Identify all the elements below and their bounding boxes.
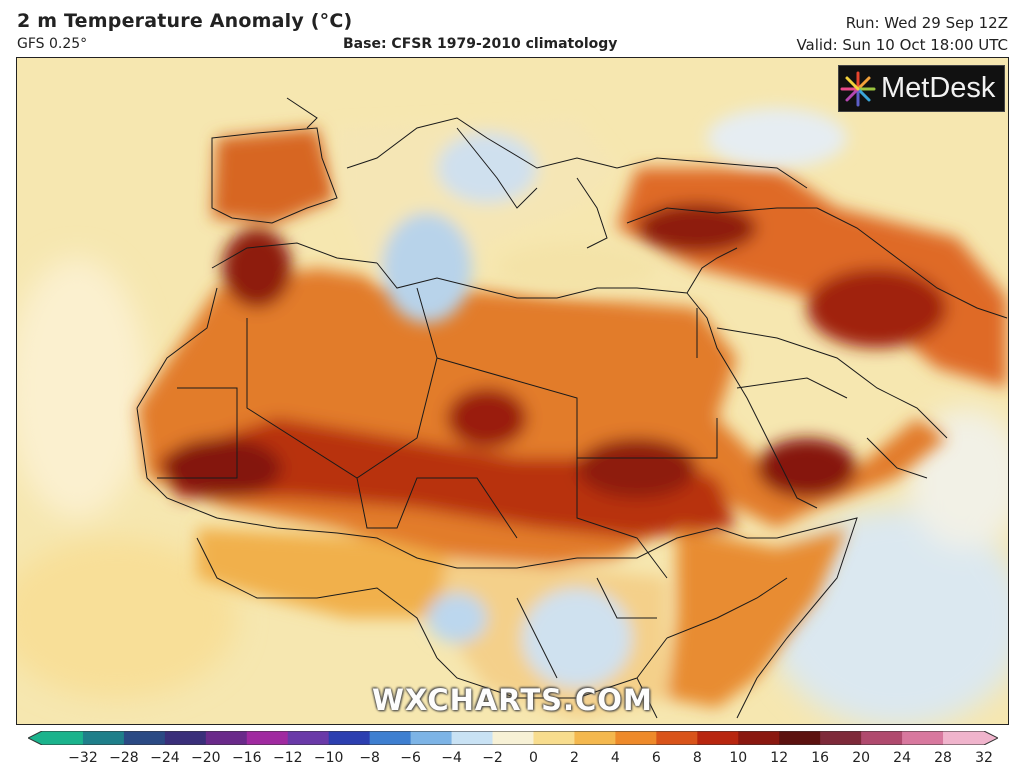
map-title: 2 m Temperature Anomaly (°C)	[17, 10, 353, 32]
colorbar-min-arrow	[28, 731, 42, 745]
map-graphic	[17, 58, 1008, 724]
colorbar-tick-label: 32	[975, 750, 993, 766]
colorbar-tick-label: −24	[150, 750, 180, 766]
colorbar-tick-label: 12	[770, 750, 789, 766]
colorbar-segment	[533, 731, 576, 745]
starburst-logo-icon	[840, 71, 876, 106]
colorbar-segment	[902, 731, 944, 745]
colorbar-segment	[42, 731, 84, 745]
country-borders	[136, 97, 1008, 719]
colorbar-segment	[451, 731, 494, 745]
colorbar-tick-label: 16	[811, 750, 830, 766]
colorbar-segment	[287, 731, 330, 745]
colorbar-tick-label: −2	[482, 750, 503, 766]
model-label: GFS 0.25°	[17, 36, 88, 52]
colorbar-max-arrow	[984, 731, 998, 745]
colorbar-segment	[574, 731, 616, 745]
colorbar-segment	[779, 731, 821, 745]
colorbar-segment	[205, 731, 248, 745]
colorbar-segment	[82, 731, 125, 745]
colorbar-tick-label: −8	[359, 750, 380, 766]
colorbar-segment	[697, 731, 739, 745]
valid-time-label: Valid: Sun 10 Oct 18:00 UTC	[796, 36, 1008, 54]
colorbar-segment	[328, 731, 371, 745]
colorbar-tick-label: −28	[109, 750, 139, 766]
colorbar-segment	[369, 731, 412, 745]
colorbar-tick-label: 4	[610, 750, 620, 766]
colorbar-segment	[123, 731, 166, 745]
colorbar-segment	[738, 731, 780, 745]
colorbar-tick-label: −16	[232, 750, 262, 766]
colorbar-tick-label: −20	[191, 750, 221, 766]
mediterranean-anomaly-field	[337, 108, 847, 323]
temperature-anomaly-map	[16, 57, 1009, 725]
colorbar-tick-label: 2	[569, 750, 579, 766]
colorbar-segment	[820, 731, 862, 745]
watermark: WXCHARTS.COM	[372, 683, 653, 717]
base-climatology-label: Base: CFSR 1979-2010 climatology	[343, 36, 618, 52]
colorbar-tick-label: 10	[729, 750, 748, 766]
color-scale-bar	[28, 731, 998, 745]
colorbar-tick-label: −32	[68, 750, 98, 766]
colorbar-tick-label: 8	[692, 750, 702, 766]
colorbar-tick-label: 20	[852, 750, 871, 766]
colorbar-tick-label: 28	[934, 750, 952, 766]
colorbar-tick-label: 6	[651, 750, 661, 766]
colorbar-tick-label: −12	[272, 750, 303, 766]
colorbar-segment	[492, 731, 535, 745]
colorbar-tick-label: −6	[400, 750, 421, 766]
colorbar-segment	[656, 731, 698, 745]
colorbar-tick-label: 0	[529, 750, 538, 766]
colorbar-segment	[615, 731, 657, 745]
colorbar-tick-label: −4	[441, 750, 462, 766]
colorbar-tick-label: −10	[313, 750, 344, 766]
logo-text: MetDesk	[881, 72, 996, 104]
colorbar-segment	[246, 731, 289, 745]
colorbar-segment	[410, 731, 453, 745]
colorbar-segment	[943, 731, 985, 745]
colorbar-tick-label: 24	[893, 750, 911, 766]
run-time-label: Run: Wed 29 Sep 12Z	[845, 14, 1008, 32]
metdesk-logo: MetDesk	[838, 65, 1005, 112]
colorbar-segment	[861, 731, 903, 745]
colorbar-segment	[164, 731, 207, 745]
